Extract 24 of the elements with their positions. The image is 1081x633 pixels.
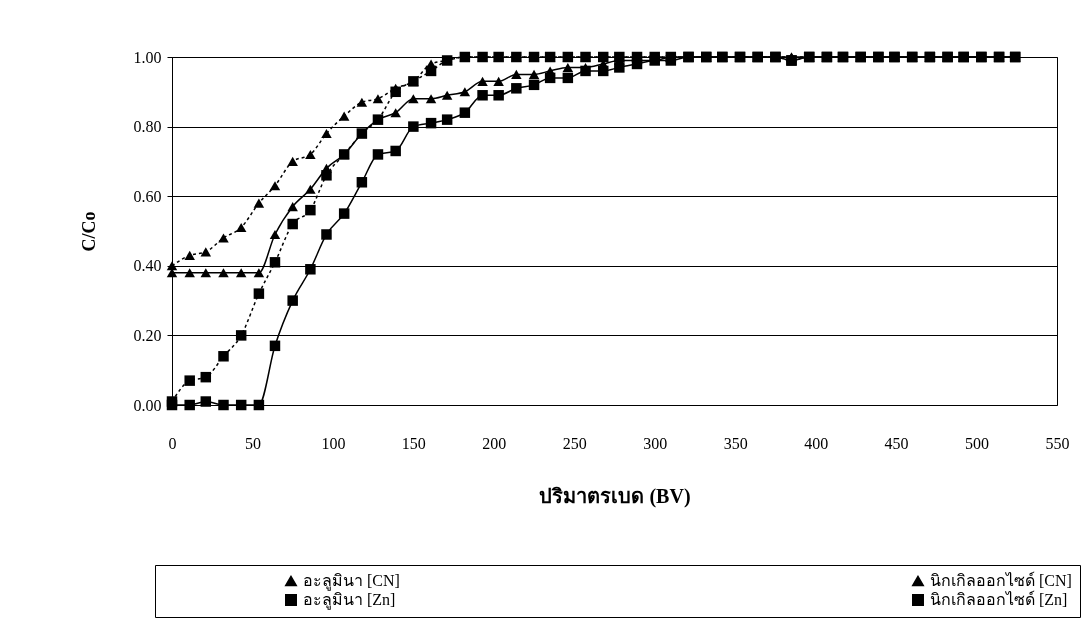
legend-label: อะลูมินา [Zn] (303, 591, 396, 610)
y-tick-label: 0.00 (133, 396, 162, 414)
x-tick-label: 400 (804, 434, 829, 452)
x-tick-label: 500 (965, 434, 990, 452)
x-tick-label: 250 (562, 434, 587, 452)
x-tick-label: 300 (643, 434, 668, 452)
x-tick-label: 50 (244, 434, 261, 452)
legend-label: นิกเกิลออกไซด์ [Zn] (930, 590, 1068, 608)
x-tick-label: 0 (168, 434, 177, 452)
x-tick-label: 200 (482, 434, 507, 452)
legend-label: นิกเกิลออกไซด์ [CN] (930, 571, 1072, 589)
x-tick-label: 150 (401, 434, 426, 452)
x-axis-title: ปริมาตรเบด (BV) (539, 484, 691, 508)
x-tick-label: 550 (1045, 434, 1070, 452)
x-tick-label: 100 (321, 434, 346, 452)
y-tick-label: 0.20 (133, 326, 162, 344)
y-tick-label: 0.40 (133, 257, 162, 275)
x-tick-label: 450 (884, 434, 909, 452)
y-tick-label: 0.60 (133, 187, 162, 205)
y-tick-label: 0.80 (133, 118, 162, 136)
y-axis-title: C/Co (78, 211, 99, 252)
y-tick-label: 1.00 (133, 48, 162, 66)
x-tick-label: 350 (723, 434, 748, 452)
legend-label: อะลูมินา [CN] (303, 572, 400, 591)
